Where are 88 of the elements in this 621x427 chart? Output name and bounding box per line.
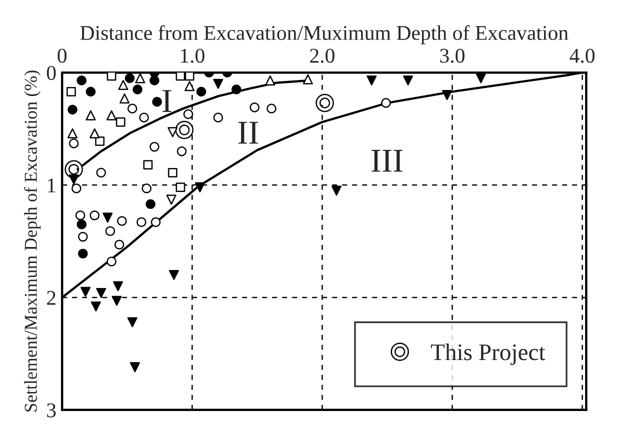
point [168, 270, 179, 280]
point [90, 301, 101, 312]
x-tick-label: 0 [58, 48, 67, 63]
point [86, 110, 96, 120]
point [403, 75, 414, 86]
y-tick-label: 0 [46, 66, 56, 80]
point [266, 104, 276, 114]
point [68, 104, 78, 115]
point [175, 120, 194, 140]
point [113, 281, 124, 292]
point [194, 182, 205, 192]
point [183, 109, 194, 120]
point [132, 84, 142, 94]
point [146, 199, 156, 210]
point [106, 256, 116, 266]
point [120, 93, 130, 104]
point [184, 72, 194, 81]
point [176, 146, 187, 156]
point [118, 80, 128, 90]
point [76, 219, 87, 230]
point [142, 184, 152, 194]
point [90, 128, 100, 138]
point [176, 72, 186, 81]
point [135, 73, 146, 84]
point [168, 127, 178, 138]
point [152, 96, 162, 107]
point [67, 128, 78, 138]
y-tick-label: 3 [47, 403, 56, 418]
point [114, 240, 124, 250]
point [231, 84, 242, 94]
point [213, 112, 224, 122]
point [366, 75, 377, 86]
annotation: III [372, 150, 403, 172]
point [76, 76, 87, 86]
point [139, 112, 149, 122]
point [166, 194, 176, 205]
point [72, 184, 82, 194]
point [127, 317, 138, 328]
point [95, 136, 104, 146]
x-tick-label: 1.0 [180, 48, 204, 63]
point [68, 138, 79, 148]
point [184, 81, 195, 92]
y-axis-title: Settlement/Maximum Depth of Excavation (%) [24, 70, 41, 412]
annotation: I [162, 90, 172, 112]
y-tick-label: 1 [48, 178, 56, 192]
point [102, 212, 113, 223]
point [302, 74, 313, 84]
point [96, 168, 106, 178]
point [143, 160, 153, 170]
point [78, 232, 88, 242]
point [116, 117, 126, 127]
point [80, 286, 91, 297]
x-axis-title: Distance from Excavation/Muximum Depth of Excavation [80, 25, 568, 44]
point [476, 73, 486, 84]
point [112, 296, 122, 306]
x-tick-label: 3.0 [440, 48, 464, 63]
point [265, 75, 276, 86]
point [86, 86, 96, 97]
point [75, 210, 86, 220]
point [66, 87, 76, 96]
point [90, 210, 100, 220]
point [196, 86, 206, 97]
point [316, 94, 334, 112]
point [442, 90, 452, 100]
point [78, 248, 88, 259]
point [176, 182, 186, 192]
x-tick-label: 4.0 [570, 48, 595, 63]
point [168, 168, 178, 178]
point [117, 216, 127, 226]
point [250, 102, 260, 112]
point [106, 110, 117, 120]
point [213, 78, 224, 89]
y-tick-label: 2 [47, 290, 56, 305]
annotation: II [238, 122, 258, 144]
point [150, 142, 160, 152]
point [68, 174, 79, 184]
point [381, 98, 391, 108]
point [105, 226, 116, 236]
x-tick-label: 2.0 [310, 48, 334, 63]
point [127, 104, 138, 114]
point [150, 217, 161, 228]
point [106, 72, 116, 81]
point [96, 288, 106, 298]
point [124, 73, 135, 84]
legend-label: This Project [430, 344, 546, 366]
point [332, 186, 342, 196]
point [130, 362, 140, 372]
point [136, 217, 146, 228]
